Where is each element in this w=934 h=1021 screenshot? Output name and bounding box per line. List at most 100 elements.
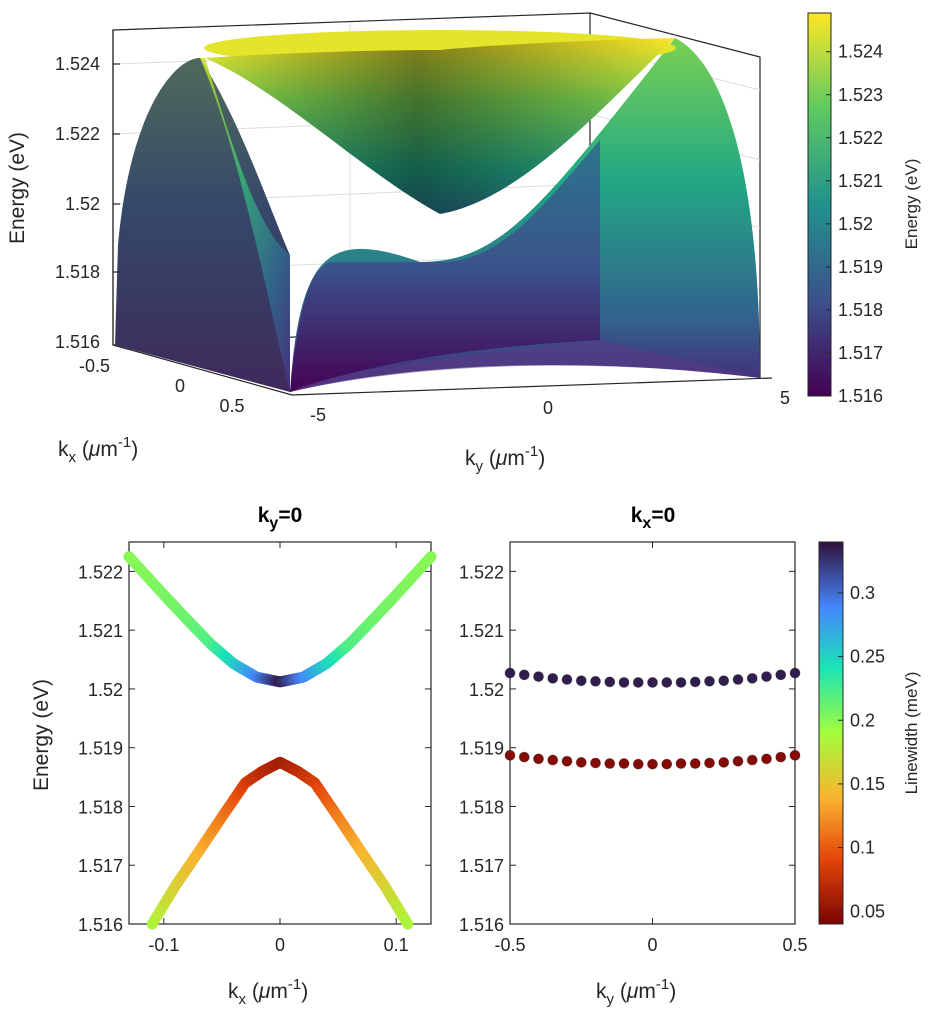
linewidth-colorbar-tick-label: 0.25	[850, 647, 885, 667]
y-axis-label: ky (μm-1)	[465, 443, 545, 475]
kx0-point-lower	[661, 758, 673, 770]
kx0-ytick-label: 1.517	[459, 856, 504, 876]
kx0-point-upper	[547, 672, 559, 684]
y-tick-label: -5	[310, 405, 326, 425]
kx0-point-upper	[533, 671, 544, 682]
z-tick-label: 1.524	[55, 54, 100, 74]
energy-colorbar-tick-label: 1.518	[838, 300, 883, 320]
ky0-ytick-label: 1.521	[78, 621, 123, 641]
kx0-point-lower	[761, 753, 772, 765]
panel-ky0: ky=0 1.522 1.521 1.52 1.519 1.518 1.517 1.516 -…	[30, 504, 437, 1008]
kx0-point-lower	[632, 758, 644, 770]
kx0-ytick-label: 1.518	[459, 797, 504, 817]
kx0-point-lower	[575, 756, 587, 768]
kx0-point-lower	[533, 753, 544, 765]
kx0-point-upper	[504, 667, 516, 679]
ky0-ytick-label: 1.522	[78, 562, 123, 582]
linewidth-colorbar-ticks: 0.3 0.25 0.2 0.15 0.1 0.05	[838, 583, 885, 921]
panel-ky0-title: ky=0	[258, 504, 303, 532]
linewidth-colorbar-tick-label: 0.1	[850, 838, 875, 858]
kx0-point-lower	[590, 757, 601, 769]
linewidth-colorbar-tick-label: 0.15	[850, 774, 885, 794]
energy-colorbar-tick-label: 1.516	[838, 386, 883, 406]
z-axis-label: Energy (eV)	[6, 132, 29, 244]
kx0-point-lower	[746, 754, 758, 766]
x-axis-label: kx (μm-1)	[58, 434, 138, 466]
ky0-ytick-label: 1.52	[88, 680, 123, 700]
kx0-point-lower	[718, 756, 730, 768]
kx0-xtick-label: 0	[647, 935, 657, 955]
ky0-xtick-label: -0.1	[148, 935, 179, 955]
lower-surface-bottom-edge	[290, 340, 760, 392]
kx0-ytick-label: 1.522	[459, 562, 504, 582]
ky0-xtick-label: 0	[275, 935, 285, 955]
kx0-point-upper	[718, 675, 730, 687]
kx0-point-lower	[504, 749, 516, 761]
energy-colorbar-tick-label: 1.521	[838, 171, 883, 191]
ky0-point-lower	[402, 918, 414, 930]
panel-kx0-title: kx=0	[631, 504, 676, 532]
x-tick-label: 0.5	[219, 396, 244, 416]
kx0-point-upper	[632, 677, 644, 688]
y-axis-line	[291, 377, 773, 396]
kx0-point-upper	[789, 667, 801, 679]
kx0-point-upper	[775, 669, 787, 681]
panel-kx0-axis-ticks: 1.522 1.521 1.52 1.519 1.518 1.517 1.516-0.5 0 0…	[459, 542, 808, 955]
kx0-point-upper	[746, 672, 758, 684]
linewidth-colorbar-label: Linewidth (meV)	[902, 672, 921, 795]
kx0-point-lower	[689, 758, 701, 769]
panel-ky0-marks	[123, 551, 437, 930]
lower-surface-left-face	[115, 58, 290, 392]
kx0-point-lower	[775, 751, 787, 763]
ky0-ytick-label: 1.519	[78, 739, 123, 759]
kx0-point-upper	[704, 675, 715, 687]
x-tick-label: -0.5	[79, 356, 110, 376]
panel-kx0-marks	[504, 667, 801, 770]
linewidth-colorbar-tick-label: 0.05	[850, 901, 885, 921]
kx0-ytick-label: 1.52	[469, 680, 504, 700]
kx0-ytick-label: 1.519	[459, 739, 504, 759]
energy-colorbar-tick-label: 1.519	[838, 257, 883, 277]
energy-colorbar-gradient	[807, 12, 832, 397]
z-tick-label: 1.522	[55, 124, 100, 144]
kx0-point-lower	[732, 755, 744, 767]
kx0-point-upper	[661, 677, 673, 688]
kx0-ytick-label: 1.516	[459, 915, 504, 935]
ky0-ytick-label: 1.518	[78, 797, 123, 817]
y-tick-label: 0	[543, 398, 553, 418]
energy-colorbar: 1.524 1.523 1.522 1.521 1.52 1.519 1.518 1.517 1…	[807, 12, 921, 406]
ky0-xtick-label: 0.1	[384, 935, 409, 955]
kx0-point-upper	[518, 669, 530, 681]
linewidth-colorbar: 0.3 0.25 0.2 0.15 0.1 0.05 Linewidth (meV)	[818, 541, 921, 925]
z-tick-label: 1.518	[55, 262, 100, 282]
kx0-point-upper	[590, 675, 601, 687]
kx0-point-upper	[561, 674, 573, 685]
kx0-ytick-label: 1.521	[459, 621, 504, 641]
energy-colorbar-tick-label: 1.52	[838, 214, 873, 234]
y-tick-label: 5	[780, 388, 790, 408]
kx0-xtick-label: 0.5	[782, 935, 807, 955]
kx0-point-lower	[704, 757, 715, 769]
box-back-right-wall	[589, 12, 761, 378]
z-tick-label: 1.516	[55, 332, 100, 352]
surface-panel: 1.524 1.522 1.52 1.518 1.516 Energy (eV)…	[6, 12, 921, 475]
lower-surface-front-face	[290, 140, 600, 392]
kx0-point-lower	[675, 758, 687, 769]
linewidth-colorbar-gradient	[818, 541, 844, 925]
upper-surface-shade	[205, 38, 675, 214]
kx0-point-lower	[618, 758, 630, 769]
x-axis-line	[112, 344, 293, 396]
kx0-xtick-label: -0.5	[494, 935, 525, 955]
kx0-point-lower	[518, 751, 530, 763]
linewidth-colorbar-tick-label: 0.2	[850, 710, 875, 730]
panel-ky0-axis-ticks: 1.522 1.521 1.52 1.519 1.518 1.517 1.516 -0.1 0 0…	[78, 542, 431, 955]
energy-colorbar-label: Energy (eV)	[902, 159, 921, 250]
kx0-point-lower	[561, 755, 573, 767]
x-tick-label: 0	[175, 376, 185, 396]
panel-ky0-ylabel: Energy (eV)	[30, 679, 53, 791]
kx0-point-lower	[604, 758, 616, 769]
ky0-ytick-label: 1.516	[78, 915, 123, 935]
panel-kx0-xlabel: ky (μm-1)	[596, 976, 676, 1008]
kx0-point-upper	[675, 677, 687, 688]
